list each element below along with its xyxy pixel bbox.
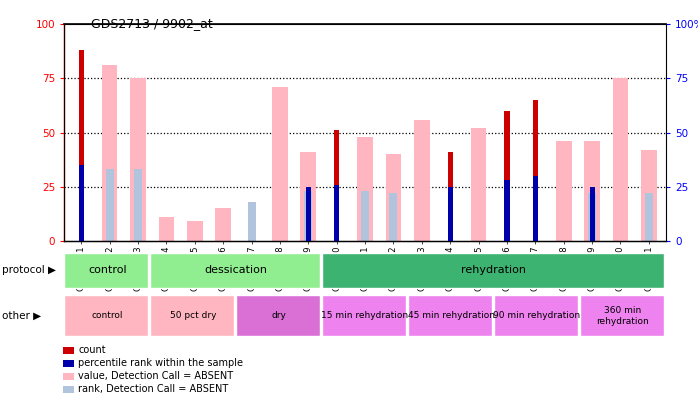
- Bar: [645, 193, 653, 241]
- Text: GDS2713 / 9902_at: GDS2713 / 9902_at: [91, 17, 212, 30]
- Bar: [357, 137, 373, 241]
- Text: 90 min rehydration: 90 min rehydration: [493, 311, 581, 320]
- Bar: [447, 152, 453, 241]
- Text: dessication: dessication: [205, 265, 267, 275]
- Bar: [150, 253, 320, 288]
- Text: 45 min rehydration: 45 min rehydration: [408, 311, 494, 320]
- Text: rank, Detection Call = ABSENT: rank, Detection Call = ABSENT: [78, 384, 228, 394]
- Text: 360 min
rehydration: 360 min rehydration: [597, 306, 649, 326]
- Bar: [414, 119, 430, 241]
- Text: other ▶: other ▶: [2, 311, 41, 321]
- Bar: [556, 141, 572, 241]
- Bar: [580, 295, 664, 337]
- Text: percentile rank within the sample: percentile rank within the sample: [78, 358, 243, 368]
- Bar: [505, 180, 510, 241]
- Bar: [533, 176, 538, 241]
- Bar: [64, 253, 148, 288]
- Bar: [79, 50, 84, 241]
- Bar: [408, 295, 491, 337]
- Bar: [641, 150, 657, 241]
- Text: 15 min rehydration: 15 min rehydration: [322, 311, 408, 320]
- Bar: [470, 128, 487, 241]
- Bar: [131, 79, 146, 241]
- Bar: [613, 79, 628, 241]
- Bar: [134, 169, 142, 241]
- Text: 50 pct dry: 50 pct dry: [170, 311, 216, 320]
- Text: count: count: [78, 345, 106, 355]
- Text: control: control: [88, 265, 126, 275]
- Bar: [322, 295, 406, 337]
- Bar: [505, 111, 510, 241]
- Bar: [102, 66, 117, 241]
- Bar: [248, 202, 255, 241]
- Bar: [584, 141, 600, 241]
- Bar: [334, 185, 339, 241]
- Bar: [79, 165, 84, 241]
- Bar: [300, 152, 316, 241]
- Text: value, Detection Call = ABSENT: value, Detection Call = ABSENT: [78, 371, 233, 381]
- Text: dry: dry: [272, 311, 287, 320]
- Text: rehydration: rehydration: [461, 265, 526, 275]
- Bar: [272, 87, 288, 241]
- Bar: [494, 295, 578, 337]
- Text: protocol ▶: protocol ▶: [2, 265, 56, 275]
- Text: control: control: [91, 311, 123, 320]
- Bar: [385, 154, 401, 241]
- Bar: [216, 209, 231, 241]
- Bar: [389, 193, 397, 241]
- Bar: [158, 217, 174, 241]
- Bar: [150, 295, 234, 337]
- Bar: [105, 169, 114, 241]
- Bar: [322, 253, 664, 288]
- Bar: [304, 191, 312, 241]
- Bar: [334, 130, 339, 241]
- Bar: [588, 193, 596, 241]
- Bar: [361, 191, 369, 241]
- Bar: [590, 187, 595, 241]
- Bar: [64, 295, 148, 337]
- Bar: [533, 100, 538, 241]
- Bar: [187, 222, 202, 241]
- Bar: [306, 187, 311, 241]
- Bar: [236, 295, 320, 337]
- Bar: [447, 187, 453, 241]
